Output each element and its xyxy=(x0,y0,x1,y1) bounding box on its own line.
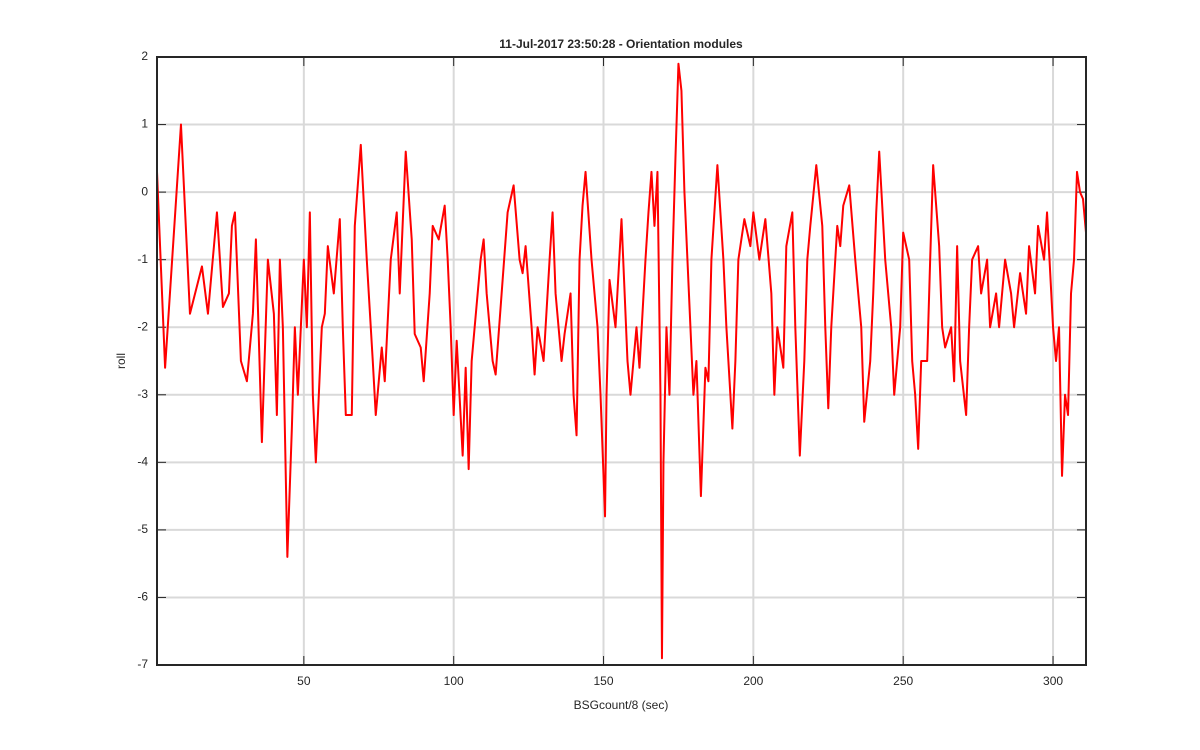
y-tick-label: -2 xyxy=(137,319,148,333)
y-tick-label: -4 xyxy=(137,455,148,469)
y-tick-label: 1 xyxy=(141,117,148,131)
y-tick-label: -6 xyxy=(137,590,148,604)
y-tick-label: 2 xyxy=(141,49,148,63)
y-tick-label: -7 xyxy=(137,657,148,671)
y-tick-label: -5 xyxy=(137,522,148,536)
y-tick-label: -1 xyxy=(137,252,148,266)
y-tick-label: -3 xyxy=(137,387,148,401)
x-tick-label: 300 xyxy=(1043,674,1063,688)
data-line xyxy=(156,62,1087,660)
y-tick-label: 0 xyxy=(141,184,148,198)
chart-title: 11-Jul-2017 23:50:28 - Orientation modul… xyxy=(499,37,743,51)
axes-box xyxy=(156,56,1087,666)
x-axis-label: BSGcount/8 (sec) xyxy=(574,698,669,712)
x-tick-label: 50 xyxy=(297,674,311,688)
x-tick-label: 250 xyxy=(893,674,913,688)
x-tick-label: 200 xyxy=(743,674,763,688)
x-tick-label: 100 xyxy=(444,674,464,688)
y-axis-label: roll xyxy=(114,353,128,369)
x-tick-label: 150 xyxy=(594,674,614,688)
